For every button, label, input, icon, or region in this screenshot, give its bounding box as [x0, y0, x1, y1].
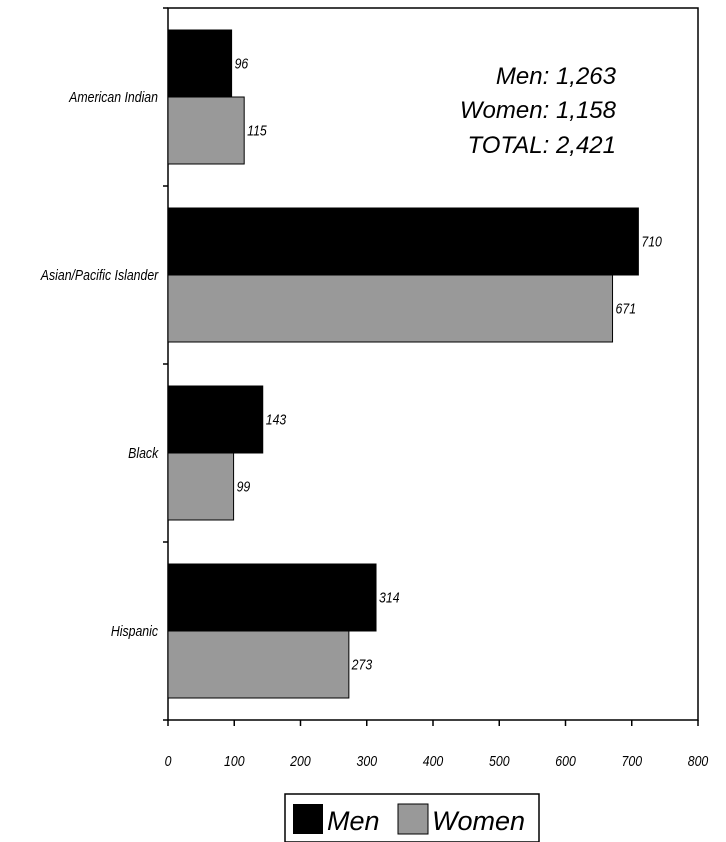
x-tick-label-400: 400 — [423, 753, 444, 769]
totals-box: Men: 1,263 Women: 1,158 TOTAL: 2,421 — [460, 63, 617, 159]
data-label-men-black: 143 — [266, 411, 287, 427]
x-tick-label-300: 300 — [357, 753, 378, 769]
bar-women-black — [167, 452, 235, 521]
totals-total: TOTAL: 2,421 — [467, 132, 616, 159]
bar-men-american-indian — [167, 29, 233, 98]
data-label-men-hispanic: 314 — [379, 589, 400, 605]
totals-men: Men: 1,263 — [496, 63, 617, 90]
category-label-american-indian: American Indian — [68, 89, 158, 105]
x-tick-label-700: 700 — [622, 753, 643, 769]
category-label-black: Black — [128, 445, 159, 461]
legend-swatch-women — [397, 803, 429, 835]
category-label-hispanic: Hispanic — [111, 623, 158, 639]
data-label-women-asian-pacific-islander: 671 — [616, 300, 637, 316]
category-label-asian-pacific-islander: Asian/Pacific Islander — [40, 267, 160, 283]
data-label-men-american-indian: 96 — [235, 55, 249, 71]
legend-label-men: Men — [327, 806, 380, 836]
bar-women-hispanic — [167, 630, 350, 699]
x-tick-label-800: 800 — [688, 753, 709, 769]
x-tick-label-0: 0 — [165, 753, 172, 769]
bar-women-asian-pacific-islander — [167, 274, 614, 343]
data-label-men-asian-pacific-islander: 710 — [641, 233, 662, 249]
bar-men-asian-pacific-islander — [167, 207, 639, 276]
bar-men-hispanic — [167, 563, 377, 632]
data-label-women-black: 99 — [237, 478, 251, 494]
totals-women: Women: 1,158 — [460, 97, 617, 124]
x-tick-label-200: 200 — [289, 753, 311, 769]
x-tick-label-500: 500 — [489, 753, 510, 769]
legend: Men Women — [284, 793, 540, 842]
legend-swatch-men — [293, 804, 323, 834]
bar-men-black — [167, 385, 264, 454]
legend-label-women: Women — [432, 806, 525, 836]
x-tick-label-100: 100 — [224, 753, 245, 769]
x-tick-label-600: 600 — [555, 753, 576, 769]
data-label-women-american-indian: 115 — [247, 122, 267, 138]
data-label-women-hispanic: 273 — [351, 656, 373, 672]
bar-women-american-indian — [167, 96, 245, 165]
